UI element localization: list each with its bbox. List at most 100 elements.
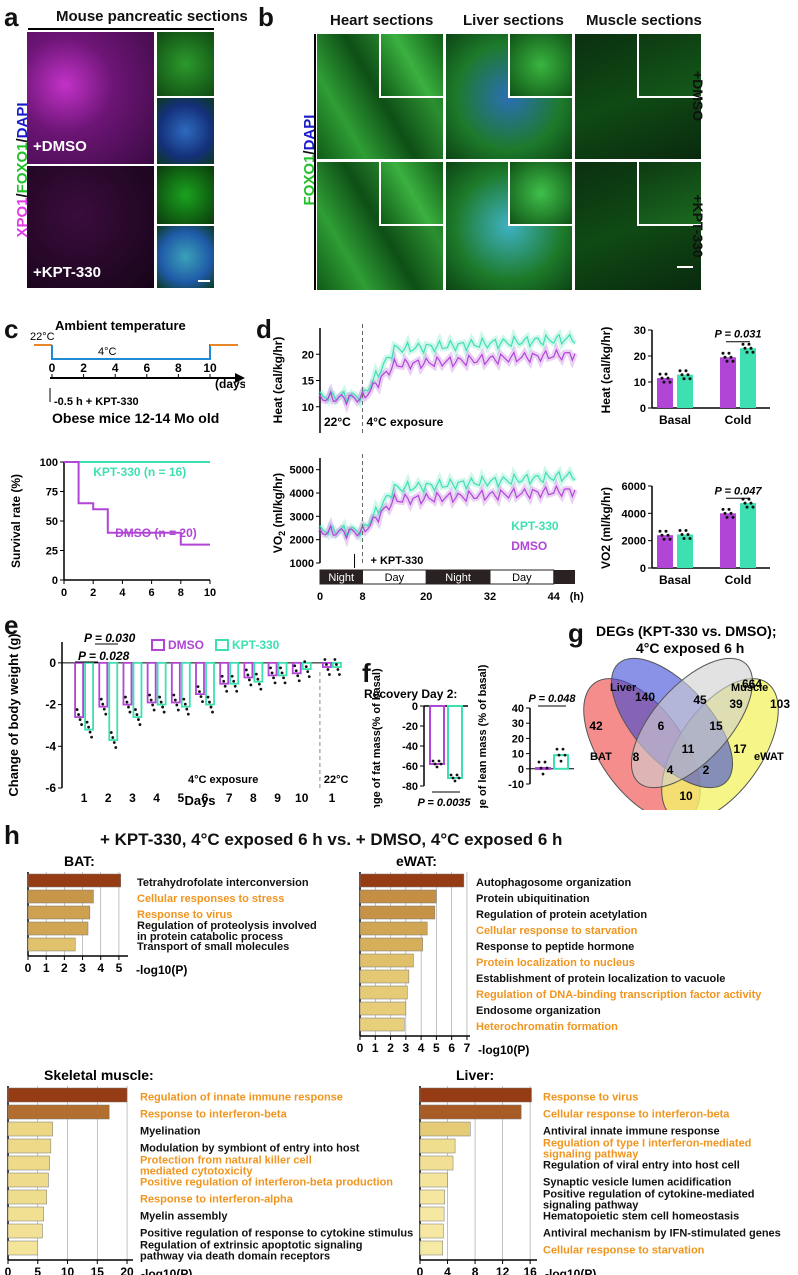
h-bat-bar [27, 937, 76, 952]
c-xtick-label: 2 [90, 587, 96, 599]
h-ewat-bar [359, 937, 423, 952]
n-bat-liver-muscle: 8 [633, 750, 640, 764]
e-ytick-label: -2 [45, 698, 56, 712]
e-xtick-label: 4 [153, 791, 160, 805]
h-muscle-bar [7, 1172, 49, 1188]
n-liver-muscle-ewat: 15 [709, 719, 723, 733]
e-point [259, 687, 263, 691]
f-fat-point [431, 759, 435, 763]
d-heat-point [751, 350, 755, 354]
h-muscle-term: Modulation by symbiont of entry into hos… [140, 1143, 360, 1155]
d-heat-pvalue: P = 0.031 [715, 329, 762, 341]
h-bat-bar [27, 905, 91, 920]
muscle-kpt [575, 162, 701, 290]
d-vo2-point [668, 537, 672, 541]
panel-g-label: g [568, 618, 584, 648]
h-muscle-bar [7, 1121, 53, 1137]
d-cycle-label: Night [445, 572, 471, 584]
e-point [282, 676, 285, 680]
c-xtick-label: 10 [204, 587, 216, 599]
d-vo2-point [682, 537, 686, 541]
d-vo2-point [743, 501, 747, 505]
d-heat-bar [720, 357, 736, 408]
survival-plot: 0 25 50 75 100 0 2 4 6 8 10 Survival rate (%) 4°C ex… [9, 457, 216, 600]
panel-h-label: h [4, 820, 20, 850]
n-bat-ewat: 4 [667, 763, 674, 777]
e-point [338, 673, 341, 676]
d-vo2-point [660, 533, 664, 537]
e-point [244, 668, 248, 672]
e-point [303, 660, 307, 664]
e-point [199, 695, 203, 699]
h-muscle-xtick-label: 5 [34, 1265, 41, 1275]
n-liver-ewat: 2 [703, 763, 710, 777]
d-legend-dmso: DMSO [511, 539, 547, 553]
n-muscle-ewat-b: 17 [733, 742, 747, 756]
n-muscle: 664 [742, 677, 762, 691]
d-ytick-label: 20 [302, 349, 314, 361]
e-point [99, 697, 103, 701]
e-bar [84, 661, 94, 731]
f-lean-point [555, 747, 559, 751]
h-liver-term: Response to virus [543, 1092, 638, 1104]
e-point [101, 702, 105, 706]
f-lean-ytick-label: 40 [512, 703, 524, 715]
d-heat-point [725, 359, 729, 363]
d-kpt-band [317, 327, 578, 410]
h-title: + KPT-330, 4°C exposed 6 h vs. + DMSO, 4… [100, 830, 563, 849]
h-bat-term: Cellular responses to stress [137, 893, 284, 905]
set-muscle: Muscle [731, 682, 768, 694]
f-fat-bar [429, 705, 445, 765]
h-bat-name: BAT: [64, 853, 95, 869]
d-vo2-point [723, 511, 727, 515]
d-vo2-ytick-label: 6000 [622, 481, 646, 493]
e-xtick-label: 10 [295, 791, 309, 805]
e-xtick-label: 9 [274, 791, 281, 805]
h-muscle-term: Positive regulation of interferon-beta p… [140, 1177, 393, 1189]
liver-dmso-inset [508, 34, 572, 98]
e-point [148, 693, 152, 697]
h-liver-bar [419, 1240, 443, 1256]
e-point [269, 666, 272, 670]
h-muscle-term-cont: pathway via death domain receptors [140, 1251, 330, 1263]
f-lean-point [545, 766, 549, 770]
e-point [78, 718, 82, 721]
e-bar [122, 661, 133, 706]
h-liver-bar [419, 1206, 445, 1222]
f-fat-ytick-label: -20 [402, 721, 418, 733]
e-xlabel: Days [184, 793, 215, 807]
e-ytick-label: -6 [45, 781, 56, 795]
h-bat-xtick-label: 4 [97, 961, 104, 975]
e-point [247, 678, 251, 682]
d-heat-category: Basal [659, 413, 691, 427]
d-heat-point [731, 359, 735, 363]
b-kpt-text: +KPT-330 [690, 194, 706, 258]
e-point [272, 676, 275, 680]
cold-line [51, 344, 238, 360]
e-point [279, 666, 282, 670]
e-point [175, 703, 179, 707]
h-bat-bar [27, 889, 94, 904]
pancreas-kpt-foxo1 [157, 166, 214, 224]
d-ytick-label: 5000 [290, 465, 314, 477]
d-vo2-bar [740, 503, 756, 568]
e-bar [146, 661, 157, 704]
d-heat-point [660, 376, 664, 380]
h-muscle-bar [7, 1189, 47, 1205]
d-ytick-label: 1000 [290, 558, 314, 570]
heart-kpt [317, 162, 443, 290]
timeline-warm-label: 22°C [30, 331, 55, 343]
f-lean-point [561, 747, 565, 751]
h-ewat-xtick-label: 3 [402, 1041, 409, 1055]
e-point [77, 713, 80, 716]
n-liver: 140 [635, 690, 655, 704]
h-liver-bar [419, 1155, 454, 1171]
panel-f-svg: Recovery Day 2: 0 -20 -40 -60 -80 P = 0.0035 C… [364, 664, 576, 808]
timeline-tick-label: 4 [112, 361, 119, 375]
d-vo2-bar-ylabel: VO2 (ml/kg/hr) [599, 487, 613, 569]
e-point [257, 682, 261, 686]
time-course-plots: 10 15 20 1000 2000 3000 4000 5000 Heat (cal/kg/h… [271, 324, 584, 603]
c-ylabel: Survival rate (%) [9, 474, 23, 568]
h-ewat-bar [359, 905, 436, 920]
h-liver-term: Positive regulation of cytokine-mediated [543, 1189, 755, 1201]
